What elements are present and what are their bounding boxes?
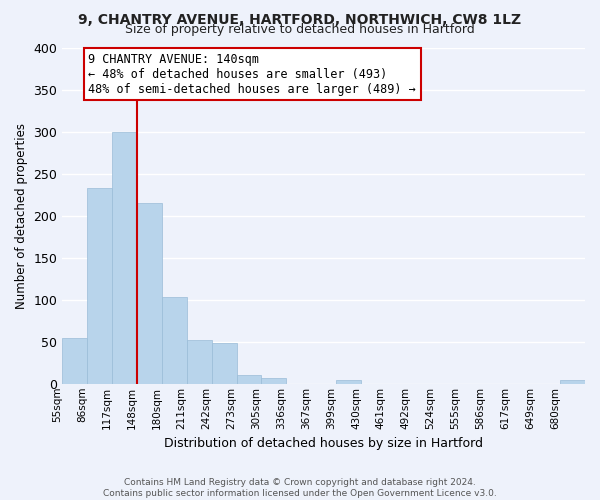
Text: Contains HM Land Registry data © Crown copyright and database right 2024.
Contai: Contains HM Land Registry data © Crown c… [103,478,497,498]
Bar [212,344,236,384]
Bar [87,188,112,384]
Bar [336,380,361,384]
X-axis label: Distribution of detached houses by size in Hartford: Distribution of detached houses by size … [164,437,483,450]
Bar [262,378,286,384]
Text: 9, CHANTRY AVENUE, HARTFORD, NORTHWICH, CW8 1LZ: 9, CHANTRY AVENUE, HARTFORD, NORTHWICH, … [79,12,521,26]
Bar [162,297,187,384]
Bar [62,338,87,384]
Bar [236,376,262,384]
Text: Size of property relative to detached houses in Hartford: Size of property relative to detached ho… [125,22,475,36]
Text: 9 CHANTRY AVENUE: 140sqm
← 48% of detached houses are smaller (493)
48% of semi-: 9 CHANTRY AVENUE: 140sqm ← 48% of detach… [88,52,416,96]
Bar [112,132,137,384]
Bar [560,380,585,384]
Bar [187,340,212,384]
Bar [137,203,162,384]
Y-axis label: Number of detached properties: Number of detached properties [15,122,28,308]
